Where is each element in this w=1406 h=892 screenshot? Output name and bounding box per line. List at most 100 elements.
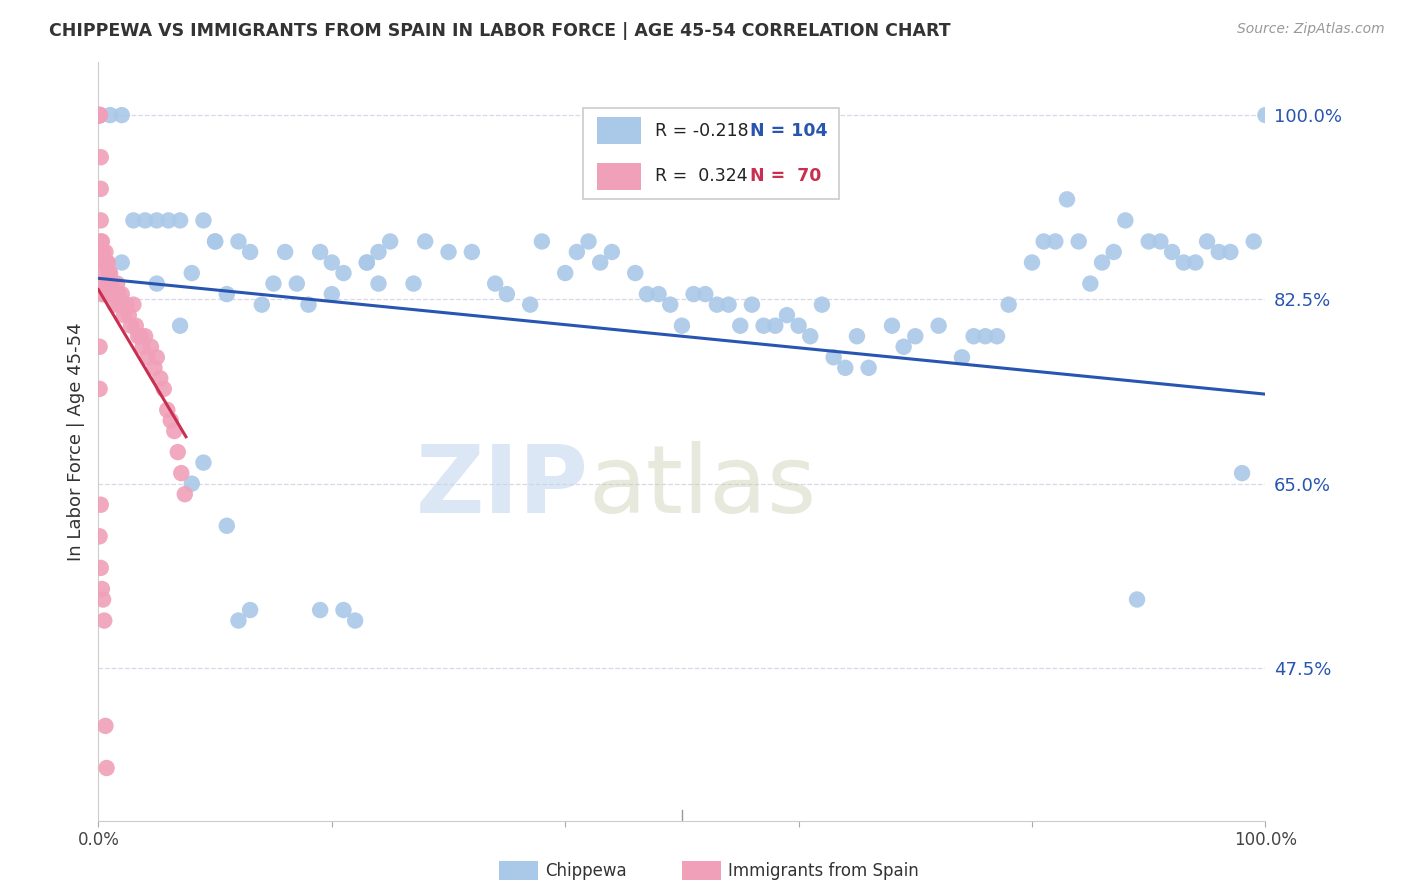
Point — [1173, 255, 1195, 269]
Point — [97, 287, 120, 301]
Point — [332, 603, 354, 617]
Point — [122, 213, 145, 227]
Point — [834, 360, 856, 375]
Point — [89, 108, 111, 122]
Point — [413, 235, 436, 249]
Point — [215, 518, 238, 533]
Point — [600, 244, 623, 259]
Point — [1184, 255, 1206, 269]
Point — [332, 266, 354, 280]
Point — [1045, 235, 1067, 249]
Point — [97, 255, 120, 269]
Point — [163, 424, 186, 438]
Point — [98, 277, 121, 291]
Point — [89, 108, 111, 122]
Point — [285, 277, 308, 291]
Point — [118, 308, 141, 322]
Point — [91, 592, 114, 607]
Point — [90, 498, 112, 512]
Point — [297, 298, 319, 312]
Point — [356, 255, 378, 269]
Point — [104, 287, 127, 301]
Text: CHIPPEWA VS IMMIGRANTS FROM SPAIN IN LABOR FORCE | AGE 45-54 CORRELATION CHART: CHIPPEWA VS IMMIGRANTS FROM SPAIN IN LAB… — [49, 22, 950, 40]
Point — [146, 213, 169, 227]
Point — [437, 244, 460, 259]
Point — [1149, 235, 1171, 249]
Point — [105, 277, 128, 291]
Point — [146, 351, 169, 365]
Point — [950, 351, 973, 365]
Point — [239, 244, 262, 259]
Point — [157, 213, 180, 227]
Point — [997, 298, 1019, 312]
Point — [159, 413, 181, 427]
Point — [1021, 255, 1043, 269]
Point — [530, 235, 553, 249]
Point — [90, 182, 112, 196]
Point — [94, 277, 117, 291]
Point — [89, 382, 111, 396]
Point — [122, 298, 145, 312]
Point — [115, 298, 138, 312]
Point — [484, 277, 506, 291]
Point — [636, 287, 658, 301]
Text: Chippewa: Chippewa — [546, 862, 627, 880]
Point — [1126, 592, 1149, 607]
Point — [262, 277, 284, 291]
Point — [134, 213, 156, 227]
Point — [228, 614, 250, 628]
Point — [93, 614, 115, 628]
Point — [846, 329, 869, 343]
Text: N =  70: N = 70 — [749, 167, 821, 186]
Point — [309, 603, 332, 617]
Point — [204, 235, 226, 249]
Point — [107, 287, 129, 301]
Y-axis label: In Labor Force | Age 45-54: In Labor Force | Age 45-54 — [66, 322, 84, 561]
Point — [787, 318, 810, 333]
Point — [1032, 235, 1054, 249]
Point — [89, 108, 111, 122]
Point — [1230, 466, 1253, 480]
Point — [367, 244, 389, 259]
Point — [89, 108, 111, 122]
FancyBboxPatch shape — [596, 117, 641, 145]
Point — [695, 287, 717, 301]
Point — [96, 255, 118, 269]
Text: Immigrants from Spain: Immigrants from Spain — [728, 862, 920, 880]
Point — [578, 235, 600, 249]
Point — [1056, 192, 1078, 206]
Point — [156, 403, 179, 417]
Point — [893, 340, 915, 354]
Point — [104, 298, 127, 312]
Point — [624, 266, 647, 280]
Point — [554, 266, 576, 280]
Point — [228, 235, 250, 249]
Point — [103, 287, 125, 301]
Point — [752, 318, 775, 333]
Point — [858, 360, 880, 375]
Point — [93, 287, 115, 301]
Point — [321, 255, 343, 269]
Point — [274, 244, 297, 259]
Point — [112, 308, 135, 322]
Point — [170, 466, 193, 480]
Point — [1208, 244, 1230, 259]
Point — [1091, 255, 1114, 269]
Point — [928, 318, 950, 333]
Text: Source: ZipAtlas.com: Source: ZipAtlas.com — [1237, 22, 1385, 37]
Point — [90, 235, 112, 249]
Point — [717, 298, 740, 312]
Point — [127, 329, 149, 343]
Point — [134, 329, 156, 343]
Point — [730, 318, 752, 333]
Point — [204, 235, 226, 249]
Point — [96, 761, 118, 775]
Text: R =  0.324: R = 0.324 — [655, 167, 748, 186]
Point — [193, 213, 215, 227]
Point — [180, 266, 202, 280]
Point — [1254, 108, 1277, 122]
Point — [193, 456, 215, 470]
Point — [98, 287, 121, 301]
Point — [1137, 235, 1160, 249]
Point — [962, 329, 984, 343]
